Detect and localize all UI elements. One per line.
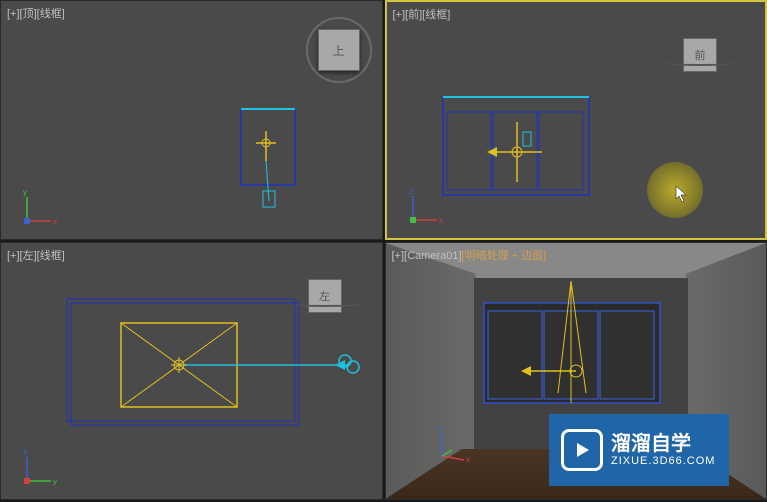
svg-text:x: x	[466, 455, 470, 464]
axis-gizmo-left: y z	[19, 449, 59, 489]
svg-text:z: z	[438, 424, 442, 432]
watermark: 溜溜自学 ZIXUE.3D66.COM	[549, 414, 729, 486]
watermark-title: 溜溜自学	[611, 433, 715, 455]
label-mode[interactable]: [线框]	[37, 250, 65, 262]
viewport-camera-label[interactable]: [+][Camera01][明暗处理 + 边面]	[392, 247, 547, 263]
label-mode[interactable]: [线框]	[422, 9, 450, 21]
svg-text:z: z	[23, 449, 27, 457]
label-plus[interactable]: [+]	[7, 8, 20, 20]
svg-text:y: y	[53, 477, 57, 486]
viewport-front-label[interactable]: [+][前][线框]	[393, 6, 451, 22]
watermark-text: 溜溜自学 ZIXUE.3D66.COM	[611, 433, 715, 467]
label-name[interactable]: [顶]	[20, 8, 37, 20]
axis-gizmo-camera: x z	[434, 424, 474, 464]
cursor-arrow-icon	[675, 185, 689, 208]
watermark-url: ZIXUE.3D66.COM	[611, 455, 715, 467]
label-mode[interactable]: [线框]	[37, 8, 65, 20]
viewport-top-label[interactable]: [+][顶][线框]	[7, 5, 65, 21]
axis-gizmo-top: x y	[19, 189, 59, 229]
label-plus[interactable]: [+]	[7, 250, 20, 262]
label-plus[interactable]: [+]	[393, 9, 406, 21]
svg-text:z: z	[409, 188, 413, 196]
svg-text:y: y	[23, 189, 27, 197]
viewport-left-label[interactable]: [+][左][线框]	[7, 247, 65, 263]
label-plus[interactable]: [+]	[392, 250, 405, 262]
svg-text:x: x	[439, 216, 443, 225]
svg-text:x: x	[53, 217, 57, 226]
label-name[interactable]: [左]	[20, 250, 37, 262]
axis-gizmo-front: x z	[405, 188, 445, 228]
label-name[interactable]: [前]	[405, 9, 422, 21]
label-mode[interactable]: [明暗处理 + 边面]	[462, 250, 547, 262]
play-icon	[561, 429, 603, 471]
viewport-top[interactable]: [+][顶][线框] 上 x y	[0, 0, 383, 240]
viewport-front[interactable]: [+][前][线框] 前 x z	[385, 0, 767, 240]
label-name[interactable]: [Camera01]	[404, 250, 461, 262]
viewport-left[interactable]: [+][左][线框] 左 y z	[0, 242, 383, 500]
